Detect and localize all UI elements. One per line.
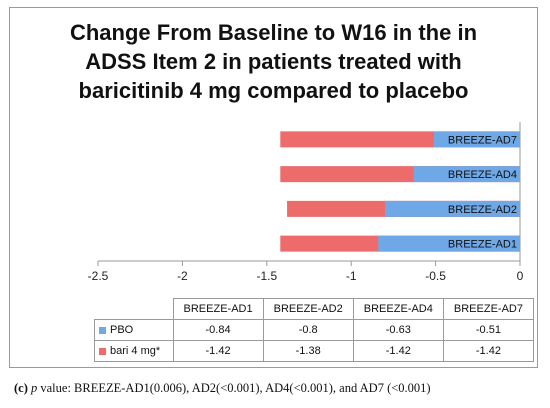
bari-legend-key: [99, 347, 106, 355]
data-table: BREEZE-AD1 BREEZE-AD2 BREEZE-AD4 BREEZE-…: [94, 298, 535, 362]
table-col-header: BREEZE-AD4: [352, 298, 444, 320]
bar-chart: -2.5 -2 -1.5 -1 -0.5 0 BREEZE-AD1 BREEZE-AD2 BRE…: [88, 122, 524, 283]
pbo-bar: [384, 200, 520, 217]
chart-title: Change From Baseline to W16 in the in AD…: [10, 18, 537, 105]
table-cell: -0.8: [262, 319, 354, 341]
table-col-header: BREEZE-AD2: [262, 298, 354, 320]
x-tick-label: -1: [346, 269, 357, 283]
figure-panel: Change From Baseline to W16 in the in AD…: [9, 7, 538, 368]
table-col-header: BREEZE-AD1: [172, 298, 264, 320]
table-cell: -1.42: [352, 340, 444, 362]
chart-title-line-2: ADSS Item 2 in patients treated with: [85, 49, 462, 74]
x-tick-label: 0: [517, 269, 524, 283]
pbo-legend-label: PBO: [110, 324, 134, 336]
caption-text: value: BREEZE-AD1(0.006), AD2(<0.001), A…: [37, 381, 431, 395]
chart-title-line-3: baricitinib 4 mg compared to placebo: [78, 78, 469, 103]
table-cell: -0.84: [172, 319, 264, 341]
table-cell: -1.38: [262, 340, 354, 362]
x-tick-label: -0.5: [425, 269, 446, 283]
figure-caption: (c) p value: BREEZE-AD1(0.006), AD2(<0.0…: [14, 381, 431, 396]
bar-category-label: BREEZE-AD4: [448, 169, 517, 181]
table-corner: [94, 298, 174, 320]
bar-category-label: BREEZE-AD7: [448, 134, 517, 146]
table-row-header: PBO: [94, 319, 174, 341]
pbo-bar: [413, 166, 520, 183]
table-header-row: BREEZE-AD1 BREEZE-AD2 BREEZE-AD4 BREEZE-…: [94, 298, 535, 320]
table-row-bari: bari 4 mg* -1.42 -1.38 -1.42 -1.42: [94, 340, 535, 362]
chart-title-line-1: Change From Baseline to W16 in the in: [69, 20, 478, 45]
table-cell: -1.42: [172, 340, 264, 362]
pbo-bar: [433, 131, 520, 148]
pbo-bar: [378, 235, 520, 252]
bar-category-label: BREEZE-AD2: [448, 204, 517, 216]
table-cell: -1.42: [442, 340, 535, 362]
caption-p-label: p: [31, 381, 38, 395]
x-tick-label: -2.5: [88, 269, 109, 283]
pbo-legend-key: [99, 326, 106, 334]
table-cell: -0.63: [352, 319, 444, 341]
bari-legend-label: bari 4 mg*: [110, 345, 161, 357]
x-tick-label: -1.5: [256, 269, 277, 283]
table-col-header: BREEZE-AD7: [442, 298, 535, 320]
table-row-pbo: PBO -0.84 -0.8 -0.63 -0.51: [94, 319, 535, 341]
bar-category-label: BREEZE-AD1: [448, 239, 517, 251]
caption-panel-letter: (c): [14, 381, 28, 395]
x-tick-label: -2: [177, 269, 188, 283]
table-cell: -0.51: [442, 319, 535, 341]
table-row-header: bari 4 mg*: [94, 340, 174, 362]
